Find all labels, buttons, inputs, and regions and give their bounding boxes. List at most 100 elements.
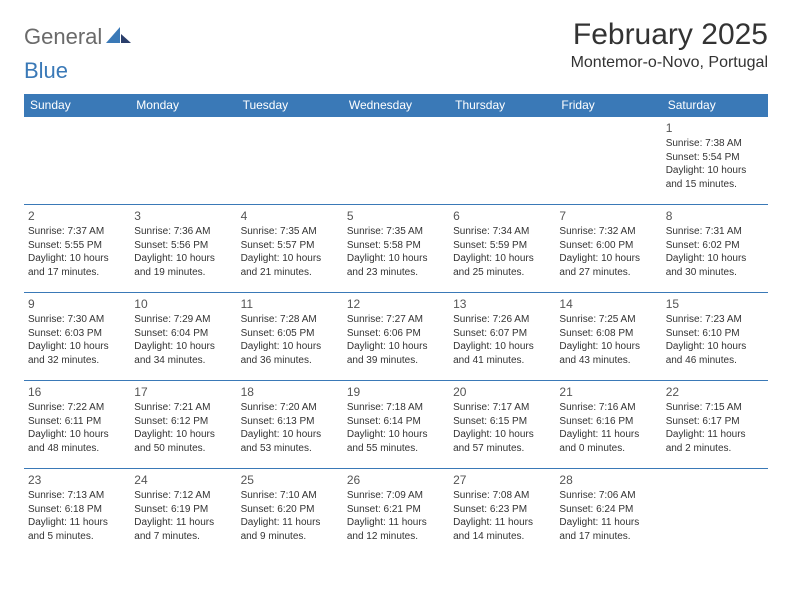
sunset-line: Sunset: 6:19 PM: [134, 503, 232, 517]
sunset-line: Sunset: 6:23 PM: [453, 503, 551, 517]
daylight-line: Daylight: 10 hours and 17 minutes.: [28, 252, 126, 279]
calendar-day-cell: 18Sunrise: 7:20 AMSunset: 6:13 PMDayligh…: [237, 381, 343, 469]
daylight-line: Daylight: 11 hours and 14 minutes.: [453, 516, 551, 543]
calendar-day-cell: 28Sunrise: 7:06 AMSunset: 6:24 PMDayligh…: [555, 469, 661, 557]
day-number: 27: [453, 472, 551, 488]
day-number: 10: [134, 296, 232, 312]
calendar-day-cell: 13Sunrise: 7:26 AMSunset: 6:07 PMDayligh…: [449, 293, 555, 381]
sunset-line: Sunset: 6:24 PM: [559, 503, 657, 517]
day-number: 18: [241, 384, 339, 400]
logo: General: [24, 18, 134, 50]
sunrise-line: Sunrise: 7:13 AM: [28, 489, 126, 503]
location-label: Montemor-o-Novo, Portugal: [571, 54, 768, 72]
calendar-day-cell: 7Sunrise: 7:32 AMSunset: 6:00 PMDaylight…: [555, 205, 661, 293]
month-title: February 2025: [571, 18, 768, 52]
sunrise-line: Sunrise: 7:35 AM: [241, 225, 339, 239]
daylight-line: Daylight: 10 hours and 48 minutes.: [28, 428, 126, 455]
day-number: 22: [666, 384, 764, 400]
sunset-line: Sunset: 5:59 PM: [453, 239, 551, 253]
daylight-line: Daylight: 10 hours and 43 minutes.: [559, 340, 657, 367]
daylight-line: Daylight: 10 hours and 32 minutes.: [28, 340, 126, 367]
sunrise-line: Sunrise: 7:35 AM: [347, 225, 445, 239]
daylight-line: Daylight: 10 hours and 15 minutes.: [666, 164, 764, 191]
calendar-day-cell: 3Sunrise: 7:36 AMSunset: 5:56 PMDaylight…: [130, 205, 236, 293]
sunrise-line: Sunrise: 7:22 AM: [28, 401, 126, 415]
sunrise-line: Sunrise: 7:21 AM: [134, 401, 232, 415]
sunrise-line: Sunrise: 7:27 AM: [347, 313, 445, 327]
day-header: Thursday: [449, 94, 555, 117]
logo-text-blue: Blue: [24, 58, 68, 84]
calendar-day-cell: 16Sunrise: 7:22 AMSunset: 6:11 PMDayligh…: [24, 381, 130, 469]
day-number: 11: [241, 296, 339, 312]
day-number: 21: [559, 384, 657, 400]
day-number: 16: [28, 384, 126, 400]
calendar-day-cell: 8Sunrise: 7:31 AMSunset: 6:02 PMDaylight…: [662, 205, 768, 293]
day-number: 6: [453, 208, 551, 224]
sunset-line: Sunset: 6:16 PM: [559, 415, 657, 429]
calendar-empty-cell: [449, 117, 555, 205]
sunset-line: Sunset: 6:15 PM: [453, 415, 551, 429]
daylight-line: Daylight: 10 hours and 46 minutes.: [666, 340, 764, 367]
daylight-line: Daylight: 10 hours and 23 minutes.: [347, 252, 445, 279]
calendar-day-cell: 17Sunrise: 7:21 AMSunset: 6:12 PMDayligh…: [130, 381, 236, 469]
calendar-day-cell: 1Sunrise: 7:38 AMSunset: 5:54 PMDaylight…: [662, 117, 768, 205]
calendar-day-cell: 23Sunrise: 7:13 AMSunset: 6:18 PMDayligh…: [24, 469, 130, 557]
daylight-line: Daylight: 11 hours and 12 minutes.: [347, 516, 445, 543]
sunset-line: Sunset: 6:21 PM: [347, 503, 445, 517]
sunset-line: Sunset: 6:10 PM: [666, 327, 764, 341]
logo-sail-icon: [106, 25, 132, 50]
day-number: 26: [347, 472, 445, 488]
daylight-line: Daylight: 10 hours and 39 minutes.: [347, 340, 445, 367]
day-number: 19: [347, 384, 445, 400]
daylight-line: Daylight: 10 hours and 34 minutes.: [134, 340, 232, 367]
calendar-week-row: 1Sunrise: 7:38 AMSunset: 5:54 PMDaylight…: [24, 117, 768, 205]
sunset-line: Sunset: 6:06 PM: [347, 327, 445, 341]
day-number: 28: [559, 472, 657, 488]
daylight-line: Daylight: 10 hours and 53 minutes.: [241, 428, 339, 455]
sunrise-line: Sunrise: 7:20 AM: [241, 401, 339, 415]
day-header: Friday: [555, 94, 661, 117]
sunrise-line: Sunrise: 7:18 AM: [347, 401, 445, 415]
day-number: 13: [453, 296, 551, 312]
sunset-line: Sunset: 6:14 PM: [347, 415, 445, 429]
sunrise-line: Sunrise: 7:28 AM: [241, 313, 339, 327]
sunrise-line: Sunrise: 7:15 AM: [666, 401, 764, 415]
sunset-line: Sunset: 5:55 PM: [28, 239, 126, 253]
calendar-body: 1Sunrise: 7:38 AMSunset: 5:54 PMDaylight…: [24, 117, 768, 557]
sunset-line: Sunset: 6:18 PM: [28, 503, 126, 517]
day-number: 14: [559, 296, 657, 312]
sunrise-line: Sunrise: 7:34 AM: [453, 225, 551, 239]
calendar-day-cell: 27Sunrise: 7:08 AMSunset: 6:23 PMDayligh…: [449, 469, 555, 557]
sunrise-line: Sunrise: 7:23 AM: [666, 313, 764, 327]
daylight-line: Daylight: 10 hours and 30 minutes.: [666, 252, 764, 279]
calendar-day-cell: 4Sunrise: 7:35 AMSunset: 5:57 PMDaylight…: [237, 205, 343, 293]
calendar-empty-cell: [555, 117, 661, 205]
sunrise-line: Sunrise: 7:25 AM: [559, 313, 657, 327]
sunrise-line: Sunrise: 7:08 AM: [453, 489, 551, 503]
logo-text-general: General: [24, 24, 102, 50]
daylight-line: Daylight: 11 hours and 9 minutes.: [241, 516, 339, 543]
sunrise-line: Sunrise: 7:37 AM: [28, 225, 126, 239]
calendar-day-cell: 6Sunrise: 7:34 AMSunset: 5:59 PMDaylight…: [449, 205, 555, 293]
calendar-day-cell: 10Sunrise: 7:29 AMSunset: 6:04 PMDayligh…: [130, 293, 236, 381]
daylight-line: Daylight: 10 hours and 57 minutes.: [453, 428, 551, 455]
daylight-line: Daylight: 11 hours and 17 minutes.: [559, 516, 657, 543]
day-number: 15: [666, 296, 764, 312]
day-header: Wednesday: [343, 94, 449, 117]
calendar-day-cell: 25Sunrise: 7:10 AMSunset: 6:20 PMDayligh…: [237, 469, 343, 557]
day-number: 25: [241, 472, 339, 488]
sunset-line: Sunset: 6:03 PM: [28, 327, 126, 341]
day-header: Monday: [130, 94, 236, 117]
day-number: 20: [453, 384, 551, 400]
day-number: 24: [134, 472, 232, 488]
calendar-empty-cell: [662, 469, 768, 557]
sunset-line: Sunset: 6:05 PM: [241, 327, 339, 341]
sunrise-line: Sunrise: 7:31 AM: [666, 225, 764, 239]
calendar-day-cell: 2Sunrise: 7:37 AMSunset: 5:55 PMDaylight…: [24, 205, 130, 293]
day-number: 5: [347, 208, 445, 224]
sunrise-line: Sunrise: 7:29 AM: [134, 313, 232, 327]
sunset-line: Sunset: 6:08 PM: [559, 327, 657, 341]
sunrise-line: Sunrise: 7:38 AM: [666, 137, 764, 151]
sunset-line: Sunset: 5:54 PM: [666, 151, 764, 165]
daylight-line: Daylight: 10 hours and 19 minutes.: [134, 252, 232, 279]
